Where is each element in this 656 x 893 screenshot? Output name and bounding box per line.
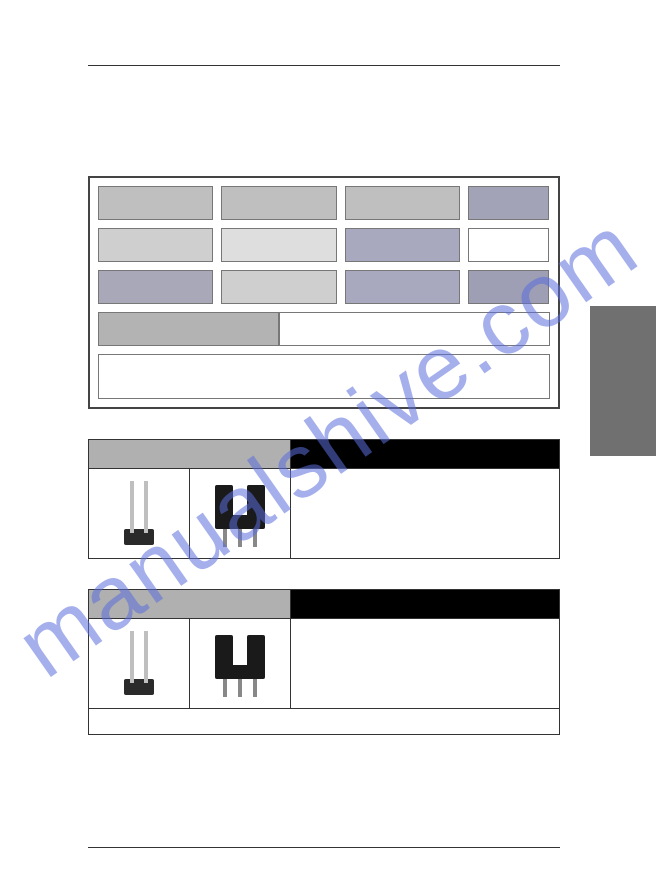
sensor-header-row (88, 589, 560, 619)
grid-row (98, 228, 550, 262)
grid-cell (468, 186, 549, 220)
sensor-photointerrupter-cell (190, 469, 291, 558)
sensor-desc-cell (291, 469, 559, 558)
grid-cell (221, 186, 336, 220)
grid-cell (98, 270, 213, 304)
sensor-header-row (88, 439, 560, 469)
grid-cell (98, 228, 213, 262)
sensor-header-right (291, 590, 559, 618)
photointerrupter-icon (213, 479, 267, 549)
sensor-emitter-cell (89, 619, 190, 708)
sensor-desc-cell (291, 619, 559, 708)
grid-cell (345, 270, 460, 304)
grid-cell (221, 228, 336, 262)
grid-half-row (98, 312, 550, 346)
sensor-box (88, 589, 560, 735)
grid-cell (221, 270, 336, 304)
page-body (88, 65, 560, 735)
grid-row (98, 270, 550, 304)
emitter-icon (120, 479, 158, 549)
sensor-image-row (88, 619, 560, 709)
sensor-box (88, 439, 560, 559)
grid-cell (345, 228, 460, 262)
grid-cell (345, 186, 460, 220)
sensor-header-left (89, 590, 291, 618)
side-tab-marker (590, 306, 656, 456)
photointerrupter-icon (213, 629, 267, 699)
top-border-rule (88, 65, 560, 66)
color-grid-box (88, 176, 560, 409)
bottom-border-rule (88, 847, 560, 848)
grid-cell (468, 270, 549, 304)
sensor-emitter-cell (89, 469, 190, 558)
sensor-header-left (89, 440, 291, 468)
sensor-photointerrupter-cell (190, 619, 291, 708)
grid-half-right (279, 312, 550, 346)
sensor-header-right (291, 440, 559, 468)
grid-full-row (98, 354, 550, 399)
sensor-image-row (88, 469, 560, 559)
emitter-icon (120, 629, 158, 699)
grid-cell (468, 228, 549, 262)
grid-half-left (98, 312, 279, 346)
grid-row (98, 186, 550, 220)
sensor-extra-row (88, 709, 560, 735)
grid-cell (98, 186, 213, 220)
